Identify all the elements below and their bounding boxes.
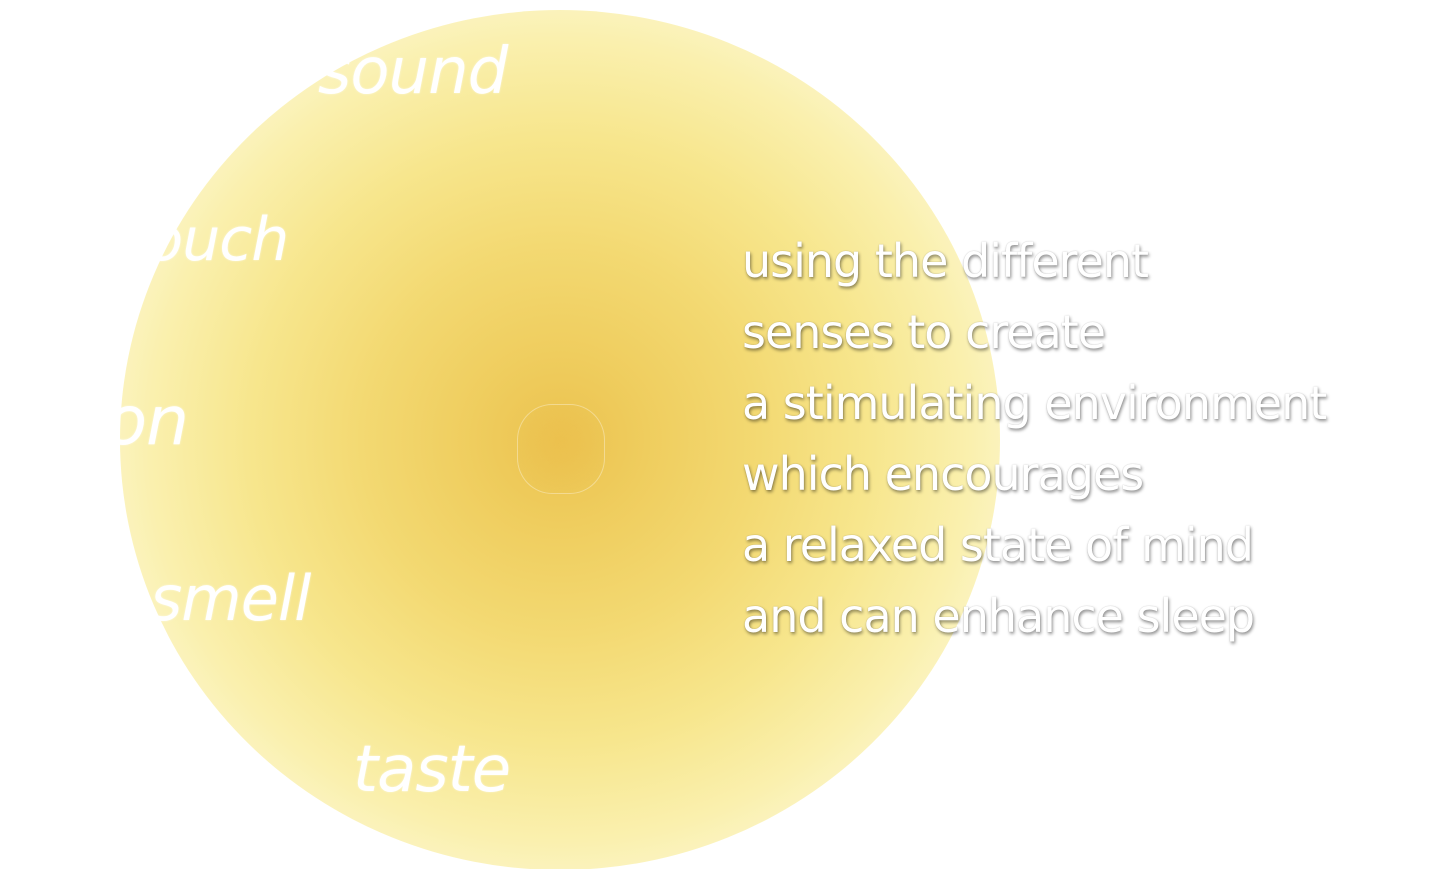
sense-label-taste: taste xyxy=(353,733,511,807)
statement-text: using the different senses to create a s… xyxy=(742,226,1327,652)
sense-label-vision: vision xyxy=(0,382,189,461)
statement-line: and can enhance sleep xyxy=(742,589,1255,643)
sense-label-sound: sound xyxy=(318,35,508,109)
statement-line: senses to create xyxy=(742,305,1106,359)
statement-line: a stimulating environment xyxy=(742,376,1327,430)
sense-label-smell: smell xyxy=(150,562,311,635)
statement-line: which encourages xyxy=(742,447,1144,501)
sense-label-touch: touch xyxy=(124,205,289,275)
center-orb xyxy=(517,404,605,494)
statement-line: using the different xyxy=(742,234,1149,288)
statement-line: a relaxed state of mind xyxy=(742,518,1254,572)
